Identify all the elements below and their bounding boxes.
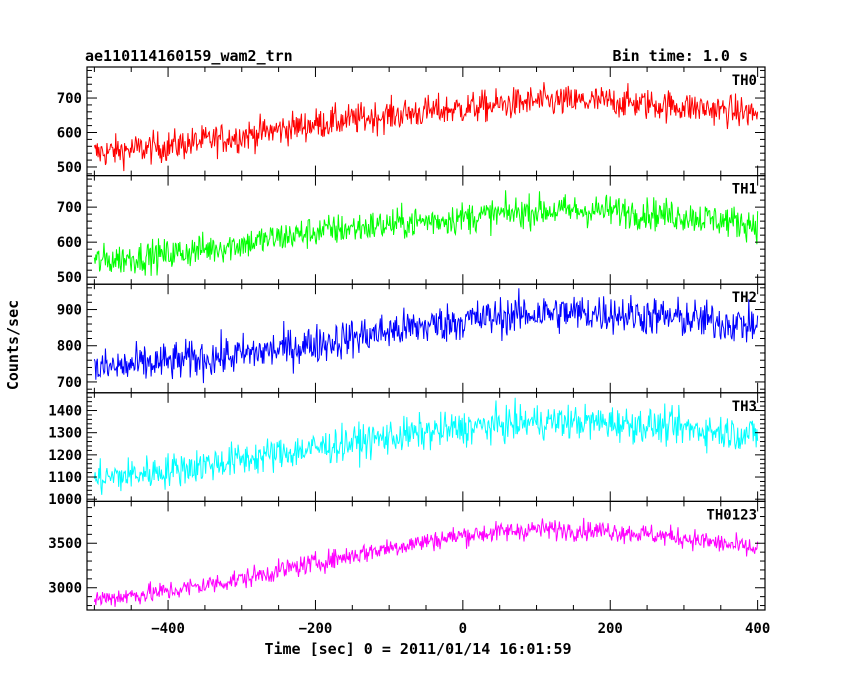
y-tick-label: 3500 xyxy=(48,536,82,552)
y-tick-label: 1200 xyxy=(48,448,82,464)
bin-time-label: Bin time: 1.0 s xyxy=(613,47,748,65)
panel-th0123: 3000 3500 TH0123 xyxy=(48,500,766,611)
y-tick-label: 700 xyxy=(57,200,82,216)
y-tick-label: 3000 xyxy=(48,581,82,597)
panel-th3: 1000 1100 1200 1300 1400 TH3 xyxy=(48,392,766,508)
y-tick-label: 1000 xyxy=(48,492,82,508)
panel-frame xyxy=(86,392,766,502)
panel-th0: 500 600 700 TH0 xyxy=(57,66,766,177)
series-label-th3: TH3 xyxy=(732,399,757,415)
x-tick-label: −200 xyxy=(299,621,333,637)
y-tick-label: 1100 xyxy=(48,470,82,486)
series-line-th0123 xyxy=(93,517,759,607)
series-line-th1 xyxy=(93,190,759,276)
y-tick-label: 800 xyxy=(57,339,82,355)
series-label-th2: TH2 xyxy=(732,290,757,306)
series-line-th3 xyxy=(93,397,759,495)
series-line-th2 xyxy=(93,288,759,384)
y-tick-label: 1300 xyxy=(48,426,82,442)
series-label-th0123: TH0123 xyxy=(706,507,757,523)
y-tick-label: 1400 xyxy=(48,404,82,420)
y-tick-label: 600 xyxy=(57,126,82,142)
series-label-th0: TH0 xyxy=(732,73,757,89)
x-tick-label: −400 xyxy=(151,621,185,637)
x-axis: −400 −200 0 200 400 xyxy=(151,621,770,637)
x-tick-label: 0 xyxy=(459,621,467,637)
x-axis-label: Time [sec] 0 = 2011/01/14 16:01:59 xyxy=(264,640,571,658)
panel-th1: 500 600 700 TH1 xyxy=(57,175,766,286)
panel-frame xyxy=(86,66,766,177)
y-tick-label: 500 xyxy=(57,160,82,176)
x-tick-label: 200 xyxy=(598,621,623,637)
panel-frame xyxy=(86,283,766,394)
x-tick-label: 400 xyxy=(745,621,770,637)
panels: 500 600 700 TH0 500 600 700 TH1 700 800 900 TH2 1000… xyxy=(48,66,766,611)
panel-th2: 700 800 900 TH2 xyxy=(57,283,766,394)
y-tick-label: 600 xyxy=(57,235,82,251)
chart-title: ae110114160159_wam2_trn xyxy=(85,47,293,65)
series-line-th0 xyxy=(93,82,759,172)
y-axis-label: Counts/sec xyxy=(4,300,22,390)
y-tick-label: 700 xyxy=(57,91,82,107)
y-tick-label: 700 xyxy=(57,375,82,391)
y-tick-label: 500 xyxy=(57,270,82,286)
y-tick-label: 900 xyxy=(57,303,82,319)
series-label-th1: TH1 xyxy=(732,182,757,198)
panel-frame xyxy=(86,175,766,285)
